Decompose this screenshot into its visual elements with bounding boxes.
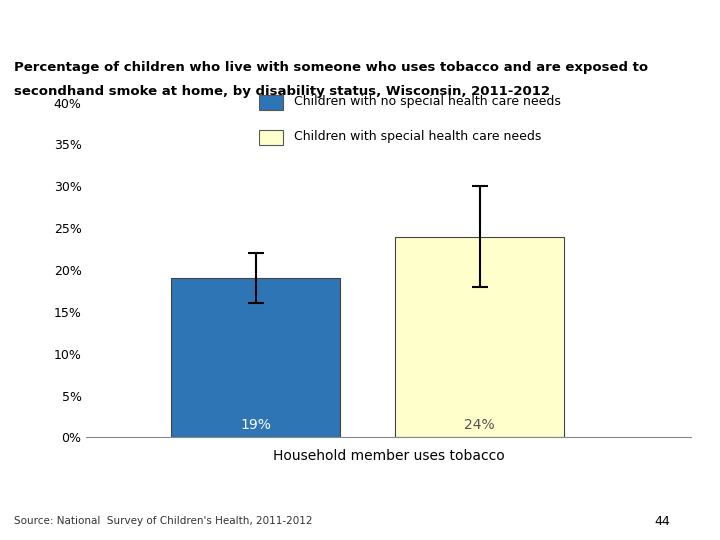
Text: Children with no special health care needs: Children with no special health care nee… [294, 96, 561, 109]
Bar [259, 130, 283, 145]
Text: secondhand smoke at home, by disability status, Wisconsin, 2011-2012: secondhand smoke at home, by disability … [14, 85, 550, 98]
Bar [171, 278, 341, 437]
Text: 24%: 24% [464, 417, 495, 431]
X-axis label: Household member uses tobacco: Household member uses tobacco [273, 449, 505, 463]
Bar [259, 95, 283, 110]
Text: Percentage of children who live with someone who uses tobacco and are exposed to: Percentage of children who live with som… [14, 60, 649, 74]
Text: PEOPLE WITH DISABILITIES: PEOPLE WITH DISABILITIES [9, 18, 241, 32]
Text: 19%: 19% [240, 417, 271, 431]
Text: 44: 44 [654, 515, 670, 528]
Text: Source: National  Survey of Children's Health, 2011-2012: Source: National Survey of Children's He… [14, 516, 313, 526]
Bar [395, 237, 564, 437]
Text: Children with special health care needs: Children with special health care needs [294, 131, 541, 144]
Text: Tobacco use and exposure: Tobacco use and exposure [485, 18, 711, 32]
